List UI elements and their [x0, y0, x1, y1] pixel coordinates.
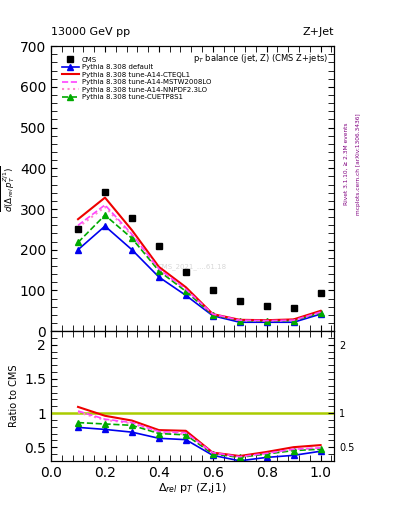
Text: p$_T$ balance (jet, Z) (CMS Z+jets): p$_T$ balance (jet, Z) (CMS Z+jets)	[193, 52, 329, 65]
Y-axis label: $\frac{d\sigma}{d(\Delta_{rel}\,p_T^{Zj1})}$: $\frac{d\sigma}{d(\Delta_{rel}\,p_T^{Zj1…	[0, 165, 17, 211]
Text: CMS_2021_....61.18: CMS_2021_....61.18	[158, 264, 227, 270]
Y-axis label: Ratio to CMS: Ratio to CMS	[9, 365, 19, 427]
Text: 13000 GeV pp: 13000 GeV pp	[51, 27, 130, 37]
X-axis label: $\Delta_{rel}$ p$_T$ (Z,j1): $\Delta_{rel}$ p$_T$ (Z,j1)	[158, 481, 227, 495]
Legend: CMS, Pythia 8.308 default, Pythia 8.308 tune-A14-CTEQL1, Pythia 8.308 tune-A14-M: CMS, Pythia 8.308 default, Pythia 8.308 …	[60, 55, 213, 102]
Text: Rivet 3.1.10, ≥ 2.3M events: Rivet 3.1.10, ≥ 2.3M events	[344, 122, 349, 205]
Text: mcplots.cern.ch [arXiv:1306.3436]: mcplots.cern.ch [arXiv:1306.3436]	[356, 113, 361, 215]
Text: Z+Jet: Z+Jet	[303, 27, 334, 37]
